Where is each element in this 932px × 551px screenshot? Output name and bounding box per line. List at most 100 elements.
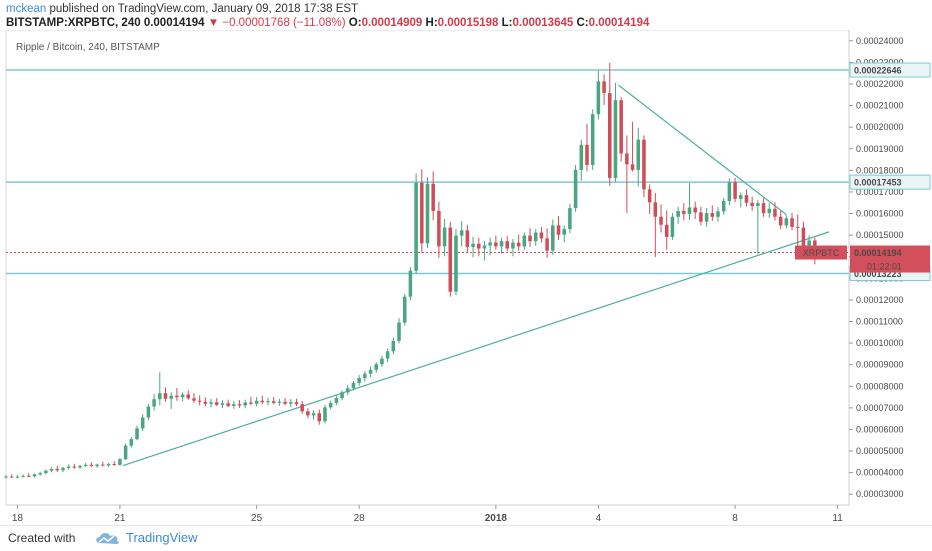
candle-body	[551, 225, 555, 251]
candle-body	[345, 388, 350, 393]
candle-body	[670, 216, 675, 237]
candle-body	[277, 401, 282, 403]
candle-body	[129, 439, 134, 446]
y-tick-label: 0.00008000	[856, 381, 904, 391]
candle-body	[494, 242, 498, 247]
low-label: L:	[501, 17, 513, 29]
price-chart[interactable]: Ripple / Bitcoin, 240, BITSTAMP 0.000030…	[0, 30, 932, 525]
candles	[4, 62, 817, 479]
y-tick-label: 0.00018000	[856, 165, 904, 175]
candle-body	[283, 401, 287, 404]
candle-body	[420, 182, 424, 244]
candle-body	[209, 402, 213, 404]
candle-body	[608, 93, 612, 178]
candle-body	[83, 464, 88, 466]
low-value: 0.00013645	[512, 17, 574, 29]
y-tick-label: 0.00006000	[856, 424, 904, 434]
candle-body	[237, 404, 242, 406]
candle-body	[676, 210, 680, 217]
y-tick-label: 0.00003000	[856, 489, 904, 499]
candle-body	[653, 202, 658, 217]
candle-body	[636, 139, 641, 170]
symbol-tag: XRPBTC	[803, 248, 840, 258]
x-tick-label: 8	[732, 513, 738, 524]
down-arrow-icon: ▼	[207, 17, 220, 29]
candle-body	[790, 218, 794, 227]
candle-body	[625, 153, 629, 165]
candle-body	[72, 466, 77, 468]
candle-body	[716, 211, 720, 217]
x-tick-label: 18	[12, 513, 24, 524]
candle-body	[135, 428, 139, 440]
y-tick-label: 0.00017000	[856, 187, 904, 197]
candle-body	[528, 235, 532, 242]
time-axis[interactable]: 18 21 25 28 2018 4 8 11	[6, 504, 849, 524]
trendline	[617, 84, 787, 216]
y-tick-label: 0.00016000	[856, 209, 904, 219]
candle-body	[739, 195, 743, 199]
candle-body	[374, 364, 379, 370]
candle-body	[733, 182, 737, 199]
level-label-box	[849, 174, 931, 190]
candle-body	[482, 245, 487, 249]
candle-body	[220, 403, 225, 405]
candle-body	[334, 398, 339, 403]
candle-body	[123, 445, 128, 460]
symbol-tag-box	[795, 245, 847, 260]
candle-body	[454, 235, 458, 292]
tradingview-brand[interactable]: TradingView	[126, 530, 198, 545]
author-link[interactable]: mckean	[6, 3, 47, 15]
candle-body	[596, 81, 601, 115]
plot-area[interactable]	[5, 30, 850, 506]
candle-body	[385, 351, 390, 359]
footer: Created with TradingView	[0, 525, 932, 551]
candle-body	[363, 373, 367, 379]
candle-body	[254, 400, 259, 404]
candle-body	[602, 81, 606, 94]
trendline	[122, 231, 830, 467]
candle-body	[659, 216, 663, 225]
close-label: C:	[576, 17, 589, 29]
candle-body	[795, 226, 800, 228]
candle-body	[112, 463, 116, 465]
candle-body	[511, 242, 515, 249]
candle-body	[300, 404, 304, 412]
candle-body	[397, 322, 401, 341]
candle-body	[186, 394, 191, 399]
candle-body	[266, 401, 270, 403]
candle-body	[744, 195, 749, 203]
candle-body	[180, 394, 185, 398]
candle-body	[556, 225, 561, 235]
y-tick-label: 0.00009000	[856, 360, 904, 370]
candle-body	[140, 417, 145, 429]
y-tick-label: 0.00007000	[856, 403, 904, 413]
candle-body	[647, 189, 652, 203]
candle-body	[619, 100, 623, 154]
candle-body	[414, 182, 418, 271]
candle-body	[539, 232, 544, 239]
candle-body	[192, 398, 196, 401]
candle-body	[682, 210, 686, 214]
candle-body	[533, 232, 538, 242]
candle-body	[55, 468, 60, 471]
candle-body	[642, 139, 646, 190]
candle-body	[391, 340, 396, 352]
candle-body	[761, 203, 766, 214]
published-text: published on TradingView.com, January 09…	[49, 3, 359, 15]
candle-body	[687, 207, 692, 214]
level-label: 0.00017453	[854, 178, 902, 188]
candle-body	[476, 243, 481, 249]
candle-body	[27, 475, 31, 477]
candle-body	[294, 402, 299, 405]
candle-body	[585, 144, 589, 165]
y-tick-label: 0.00004000	[856, 468, 904, 478]
candle-body	[431, 183, 435, 211]
candle-body	[750, 202, 754, 206]
y-tick-label: 0.00020000	[856, 122, 904, 132]
y-tick-label: 0.00021000	[856, 101, 904, 111]
candle-body	[459, 230, 464, 236]
x-tick-label: 28	[354, 513, 366, 524]
open-label: O:	[348, 17, 362, 29]
close-value: 0.00014194	[588, 17, 650, 29]
candle-body	[197, 400, 202, 402]
